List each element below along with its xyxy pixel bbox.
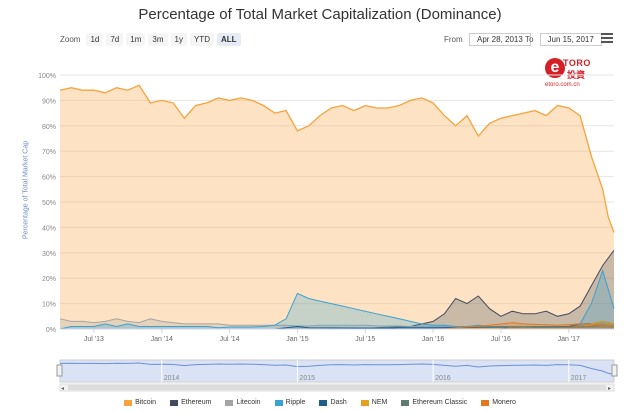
ripple-area — [60, 270, 614, 329]
legend: Bitcoin Ethereum Litecoin Ripple Dash NEM Ethe… — [0, 399, 640, 406]
range-from: From Apr 28, 2013 — [444, 33, 531, 46]
x-tick-label: Jan '17 — [558, 336, 580, 343]
from-date-input[interactable]: Apr 28, 2013 — [468, 33, 531, 46]
scrollbar-thumb — [68, 385, 606, 390]
legend-label: Litecoin — [236, 399, 261, 406]
zoom-ytd-button[interactable]: YTD — [189, 33, 214, 46]
x-tick-label: Jul '16 — [491, 336, 511, 343]
y-tick-label: 90% — [42, 98, 56, 105]
legend-swatch — [401, 399, 410, 406]
chart-title: Percentage of Total Market Capitalizatio… — [138, 6, 502, 23]
navigator-tick-label: 2015 — [299, 375, 315, 382]
navigator-right-handle — [611, 364, 618, 377]
scroll-right-arrow-icon: ▸ — [608, 386, 611, 392]
x-tick-label: Jan '14 — [151, 336, 173, 343]
legend-item-ripple[interactable]: Ripple — [274, 399, 306, 406]
grid-lines — [60, 74, 614, 330]
y-tick-label: 70% — [42, 149, 56, 156]
logo-site: etoro.com.cn — [545, 82, 580, 88]
legend-item-nem[interactable]: NEM — [360, 399, 388, 406]
legend-item-litecoin[interactable]: Litecoin — [225, 399, 261, 406]
x-tick-label: Jan '16 — [422, 336, 444, 343]
zoom-1d-button[interactable]: 1d — [86, 33, 104, 46]
legend-item-bitcoin[interactable]: Bitcoin — [124, 399, 156, 406]
range-to: To Jun 15, 2017 — [525, 33, 602, 46]
legend-item-ethereum[interactable]: Ethereum — [170, 399, 211, 406]
series-layer — [59, 84, 615, 330]
legend-swatch — [481, 399, 490, 406]
legend-label: Monero — [492, 399, 516, 406]
legend-item-monero[interactable]: Monero — [481, 399, 516, 406]
y-tick-label: 10% — [42, 302, 56, 309]
bitcoin-area — [60, 85, 614, 329]
y-tick-label: 100% — [38, 73, 56, 80]
zoom-label: Zoom — [60, 35, 81, 44]
navigator-tick-label: 2014 — [164, 375, 180, 382]
from-label: From — [444, 35, 463, 44]
logo-word: TORO — [563, 58, 591, 68]
ethereum-classic-line — [60, 324, 615, 330]
navigator-left-handle — [56, 364, 63, 377]
y-tick-label: 20% — [42, 276, 56, 283]
y-tick-label: 80% — [42, 124, 56, 131]
legend-label: Ethereum Classic — [412, 399, 468, 406]
x-tick-label: Jul '13 — [84, 336, 104, 343]
to-label: To — [525, 35, 534, 44]
ethereum-line — [60, 250, 615, 330]
legend-item-dash[interactable]: Dash — [319, 399, 347, 406]
ethereum-area — [60, 250, 614, 329]
monero-area — [60, 322, 614, 329]
legend-swatch — [274, 399, 283, 406]
x-tick-label: Jul '14 — [220, 336, 240, 343]
legend-label: Dash — [330, 399, 347, 406]
logo-e-mark: e — [545, 58, 565, 78]
x-tick-label: Jul '15 — [355, 336, 375, 343]
legend-label: Ripple — [285, 399, 306, 406]
zoom-control: Zoom 1d 7d 1m 3m 1y YTD ALL — [60, 33, 244, 46]
y-tick-label: 50% — [42, 200, 56, 207]
legend-label: Ethereum — [181, 399, 212, 406]
y-tick-labels: 0% 10% 20% 30% 40% 50% 60% 70% 80% 90% 100% — [38, 73, 56, 334]
legend-swatch — [360, 399, 369, 406]
navigator-tick-label: 2017 — [571, 375, 587, 382]
zoom-1y-button[interactable]: 1y — [170, 33, 187, 46]
legend-swatch — [225, 399, 234, 406]
navigator-series-line — [59, 362, 615, 375]
hamburger-menu-icon[interactable] — [601, 33, 613, 43]
y-tick-label: 30% — [42, 251, 56, 258]
legend-label: Bitcoin — [135, 399, 157, 406]
y-tick-label: 60% — [42, 175, 56, 182]
y-tick-label: 40% — [42, 225, 56, 232]
bitcoin-line — [59, 84, 615, 233]
zoom-3m-button[interactable]: 3m — [148, 33, 168, 46]
y-tick-label: 0% — [46, 327, 56, 334]
zoom-all-button[interactable]: ALL — [216, 33, 241, 46]
monero-line — [60, 322, 615, 330]
legend-item-ethereum-classic[interactable]: Ethereum Classic — [401, 399, 467, 406]
to-date-input[interactable]: Jun 15, 2017 — [539, 33, 602, 46]
x-tick-labels: Jul '13 Jan '14 Jul '14 Jan '15 Jul '15 Jan '… — [60, 328, 614, 343]
navigator-tick-label: 2016 — [435, 375, 451, 382]
x-tick-label: Jan '15 — [286, 336, 308, 343]
legend-swatch — [170, 399, 179, 406]
legend-label: NEM — [371, 399, 388, 406]
scroll-left-arrow-icon: ◂ — [61, 386, 64, 392]
navigator: 2014 2015 2016 2017 ◂ ▸ — [56, 359, 618, 392]
legend-swatch — [319, 399, 328, 406]
zoom-7d-button[interactable]: 7d — [106, 33, 124, 46]
zoom-1m-button[interactable]: 1m — [126, 33, 146, 46]
legend-swatch — [124, 399, 133, 406]
